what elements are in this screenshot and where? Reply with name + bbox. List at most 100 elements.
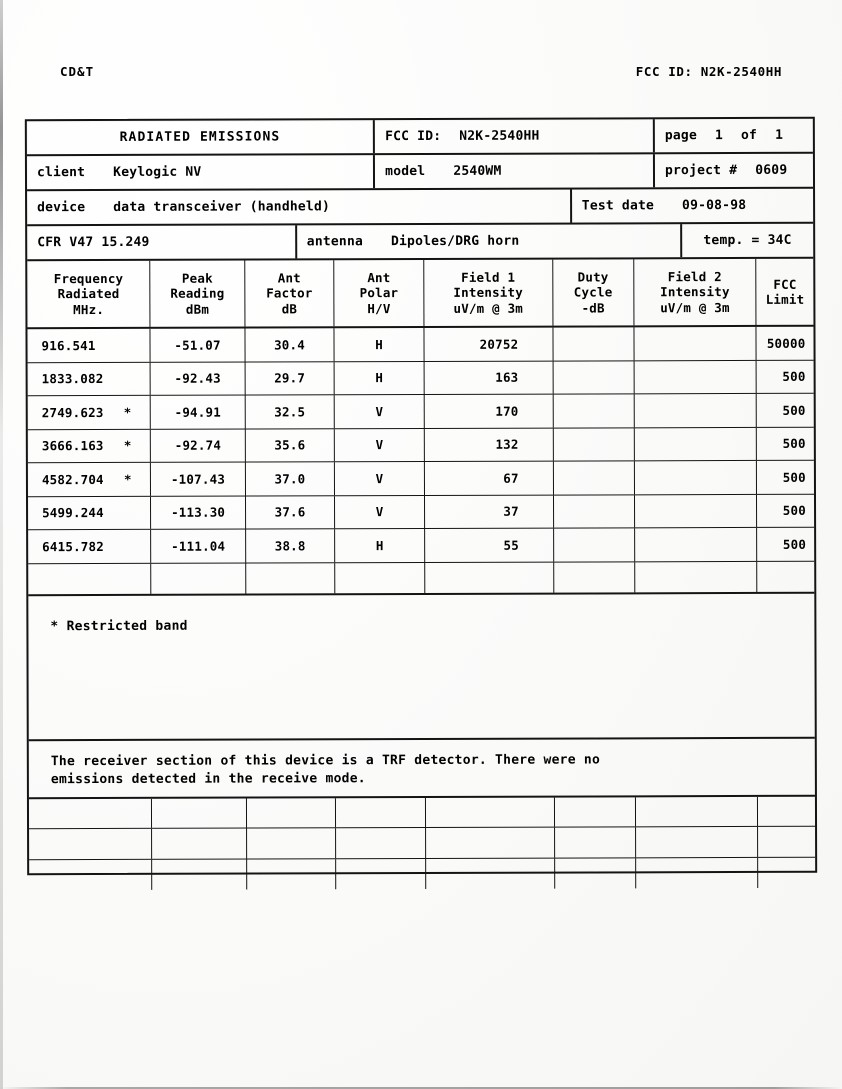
table-row: 2749.623 * -94.91 32.5 V 170 500 <box>27 393 814 430</box>
table-header-row: Frequency Radiated MHz. Peak Reading dBm… <box>27 258 814 330</box>
cell-ant-polar <box>336 827 427 858</box>
receiver-note-line-1: The receiver section of this device is a… <box>50 751 601 769</box>
table-row <box>29 857 815 891</box>
cell-duty-cycle <box>553 528 635 562</box>
cell-duty-cycle <box>554 796 636 827</box>
table-row: 4582.704 * -107.43 37.0 V 67 500 <box>27 460 814 497</box>
temperature-value: temp. = 34C <box>703 232 792 249</box>
cell-fcc-limit <box>758 561 815 591</box>
project-value: 0609 <box>755 162 788 178</box>
model-label: model <box>385 163 426 180</box>
cell-fcc-limit: 500 <box>782 402 806 418</box>
cell-fcc-limit: 50000 <box>766 335 806 351</box>
info-row-device: device data transceiver (handheld) Test … <box>27 188 814 227</box>
test-date-value: 09-08-98 <box>682 197 747 214</box>
cell-peak-reading: -92.74 <box>151 429 246 462</box>
receiver-note-line-2: emissions detected in the receive mode. <box>50 771 366 788</box>
header-line: Cycle <box>573 284 613 300</box>
cell-field2-intensity <box>634 427 758 461</box>
cell-ant-factor <box>246 828 337 859</box>
antenna-value: Dipoles/DRG horn <box>390 233 520 250</box>
header-line: Field 2 <box>667 269 722 285</box>
cell-duty-cycle <box>553 427 635 461</box>
cell-fcc-limit <box>758 827 815 857</box>
info-row-cfr: CFR V47 15.249 antenna Dipoles/DRG horn … <box>27 223 814 262</box>
cell-ant-polar: H <box>334 361 425 395</box>
cell-field2-intensity <box>634 360 758 394</box>
cell-ant-factor: 29.7 <box>245 361 335 395</box>
column-header-field1-intensity: Field 1 Intensity uV/m @ 3m <box>424 259 554 326</box>
cell-field2-intensity <box>635 857 759 889</box>
fcc-id-label: FCC ID: <box>385 128 442 145</box>
receiver-note: The receiver section of this device is a… <box>28 738 815 799</box>
cell-duty-cycle <box>553 327 635 361</box>
cell-field1-intensity: 20752 <box>424 327 554 361</box>
cell-peak-reading: -107.43 <box>151 462 246 496</box>
info-row-client: client Keylogic NV model 2540WM project … <box>26 153 814 192</box>
cell-peak-reading <box>152 828 247 859</box>
table-row: 3666.163 * -92.74 35.6 V 132 500 <box>27 427 814 464</box>
cell-ant-polar: H <box>335 528 426 562</box>
test-date-label: Test date <box>581 198 655 214</box>
cell-field1-intensity: 163 <box>424 361 554 394</box>
page-label: page <box>664 128 698 144</box>
antenna-field: antenna Dipoles/DRG horn <box>296 224 682 259</box>
empty-rows-grid <box>28 796 816 891</box>
fcc-id-value: N2K-2540HH <box>459 128 540 144</box>
cell-ant-factor: 37.6 <box>245 495 336 529</box>
column-header-frequency: Frequency Radiated MHz. <box>27 260 151 328</box>
restricted-band-marker: * <box>123 438 132 454</box>
cell-ant-polar <box>336 797 426 828</box>
table-row <box>28 561 815 594</box>
cell-duty-cycle <box>554 827 636 858</box>
cell-ant-polar: V <box>335 495 425 529</box>
restricted-band-marker: * <box>123 404 132 420</box>
cell-frequency <box>28 563 152 594</box>
cell-ant-factor: 32.5 <box>245 395 336 429</box>
header-line: Polar <box>359 285 399 301</box>
frequency-value: 5499.244 <box>42 505 104 521</box>
page-current: 1 <box>714 128 724 144</box>
header-line: Reading <box>170 285 225 302</box>
cell-field2-intensity <box>634 527 758 561</box>
scan-edge-artifact-left <box>0 0 3 1089</box>
cell-duty-cycle <box>553 394 635 428</box>
table-row <box>29 826 816 860</box>
column-header-duty-cycle: Duty Cycle -dB <box>553 259 635 326</box>
cell-fcc-limit: 500 <box>782 469 806 485</box>
cell-peak-reading: -92.43 <box>150 362 246 395</box>
page-number-field: page 1 of 1 <box>655 119 813 152</box>
restricted-band-marker: * <box>123 471 132 487</box>
report-frame: RADIATED EMISSIONS FCC ID: N2K-2540HH pa… <box>24 116 818 891</box>
frequency-value: 4582.704 <box>41 471 104 487</box>
frequency-value: 6415.782 <box>42 538 104 554</box>
cell-field1-intensity <box>425 797 555 827</box>
scan-edge-artifact-bottom <box>0 1087 842 1089</box>
measurements-table: Frequency Radiated MHz. Peak Reading dBm… <box>27 258 815 596</box>
cell-ant-polar: H <box>334 327 425 361</box>
column-header-field2-intensity: Field 2 Intensity uV/m @ 3m <box>633 258 757 326</box>
cell-ant-polar: V <box>335 461 425 495</box>
cell-frequency <box>28 798 153 829</box>
frequency-value: 3666.163 <box>41 438 104 454</box>
cell-ant-polar: V <box>334 394 425 428</box>
client-label: client <box>36 165 86 181</box>
table-row: 916.541 -51.07 30.4 H 20752 50000 <box>27 326 814 363</box>
report-title: RADIATED EMISSIONS <box>26 120 376 155</box>
cell-duty-cycle <box>554 857 636 889</box>
cell-field1-intensity <box>425 827 555 858</box>
cell-peak-reading <box>151 563 247 594</box>
cell-ant-polar <box>335 562 426 593</box>
frequency-value: 2749.623 <box>41 404 104 420</box>
cell-fcc-limit: 500 <box>782 536 807 552</box>
cell-field2-intensity <box>634 460 758 494</box>
cell-field2-intensity <box>635 826 759 857</box>
cfr-rule-value: CFR V47 15.249 <box>27 225 297 260</box>
header-line: Peak <box>181 270 213 286</box>
table-row: 6415.782 -111.04 38.8 H 55 500 <box>28 527 815 564</box>
header-line: Intensity <box>453 285 523 301</box>
client-field: client Keylogic NV <box>26 155 376 190</box>
header-line: dB <box>281 301 298 317</box>
antenna-label: antenna <box>306 234 364 250</box>
page-total: 1 <box>775 127 784 143</box>
